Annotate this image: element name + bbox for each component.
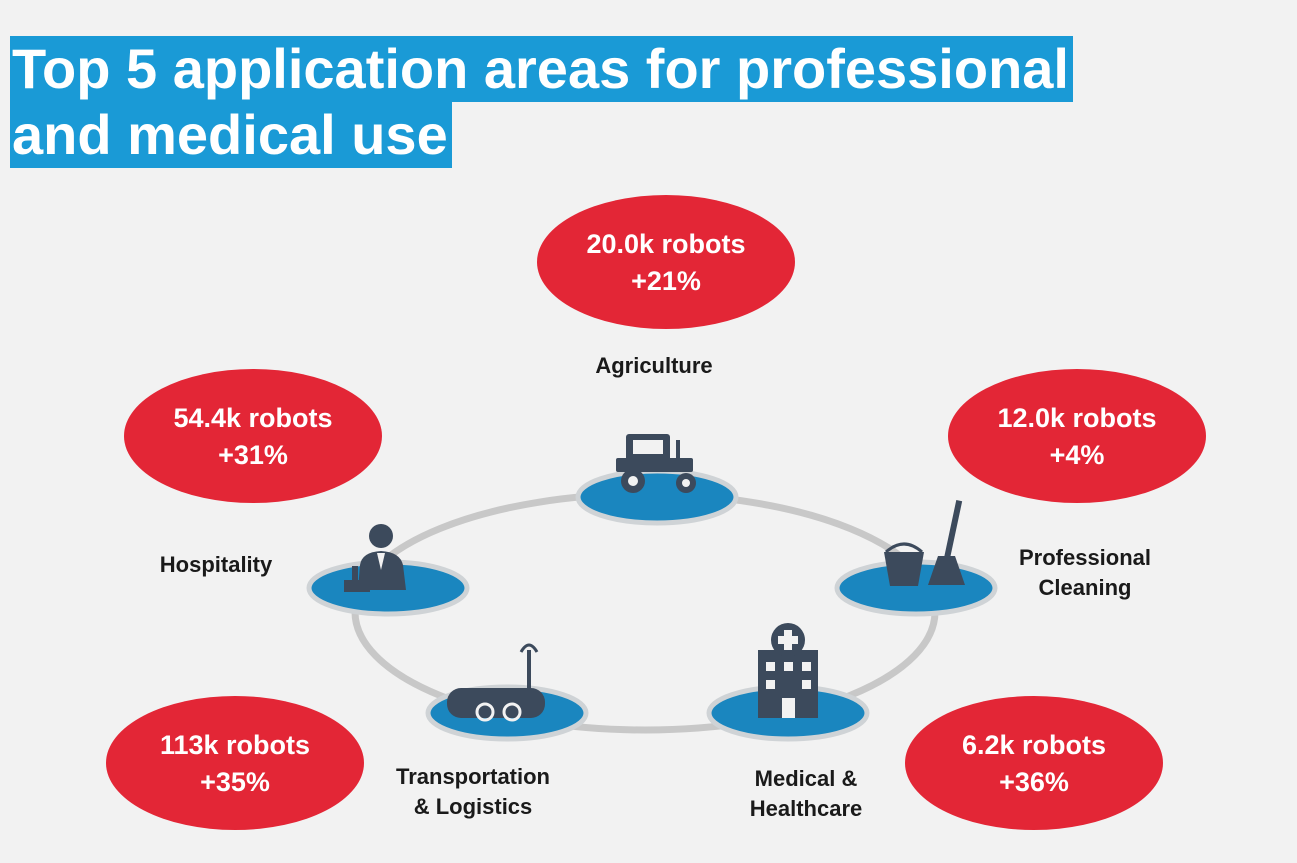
professional-cleaning-label-line-2: Cleaning (1039, 575, 1132, 600)
medical-healthcare-label-line-1: Medical & (755, 766, 858, 791)
area-transportation-logistics: 113k robots +35% Transportation & Logist… (106, 643, 589, 830)
agriculture-robots: 20.0k robots (586, 229, 745, 259)
stat-oval-medical-healthcare (905, 696, 1163, 830)
area-medical-healthcare: 6.2k robots +36% Medical & Healthcare (706, 623, 1163, 830)
receptionist-icon (344, 524, 406, 592)
hospitality-robots: 54.4k robots (173, 403, 332, 433)
title-line-2: and medical use (10, 102, 452, 168)
professional-cleaning-robots: 12.0k robots (997, 403, 1156, 433)
hospitality-label: Hospitality (160, 552, 273, 577)
hospital-icon (758, 623, 818, 718)
transportation-logistics-growth: +35% (200, 767, 270, 797)
area-professional-cleaning: 12.0k robots +4% Professional Cleaning (834, 369, 1206, 617)
area-hospitality: 54.4k robots +31% Hospitality (124, 369, 470, 617)
professional-cleaning-label-line-1: Professional (1019, 545, 1151, 570)
medical-healthcare-label-line-2: Healthcare (750, 796, 863, 821)
agriculture-label: Agriculture (595, 353, 712, 378)
transportation-logistics-label-line-2: & Logistics (414, 794, 533, 819)
title-line-1: Top 5 application areas for professional (10, 36, 1073, 102)
transportation-logistics-label-line-1: Transportation (396, 764, 550, 789)
bucket-mop-icon (884, 500, 965, 586)
platform-agriculture (575, 468, 739, 526)
medical-healthcare-growth: +36% (999, 767, 1069, 797)
professional-cleaning-growth: +4% (1050, 440, 1105, 470)
hospitality-growth: +31% (218, 440, 288, 470)
page-title: Top 5 application areas for professional… (10, 36, 1073, 168)
delivery-robot-icon (447, 643, 545, 722)
stat-oval-professional-cleaning (948, 369, 1206, 503)
stat-oval-hospitality (124, 369, 382, 503)
tractor-icon (616, 434, 696, 493)
area-agriculture: 20.0k robots +21% Agriculture (537, 195, 795, 526)
agriculture-growth: +21% (631, 266, 701, 296)
stat-oval-transportation-logistics (106, 696, 364, 830)
stat-oval-agriculture (537, 195, 795, 329)
transportation-logistics-robots: 113k robots (160, 730, 310, 760)
medical-healthcare-robots: 6.2k robots (962, 730, 1106, 760)
